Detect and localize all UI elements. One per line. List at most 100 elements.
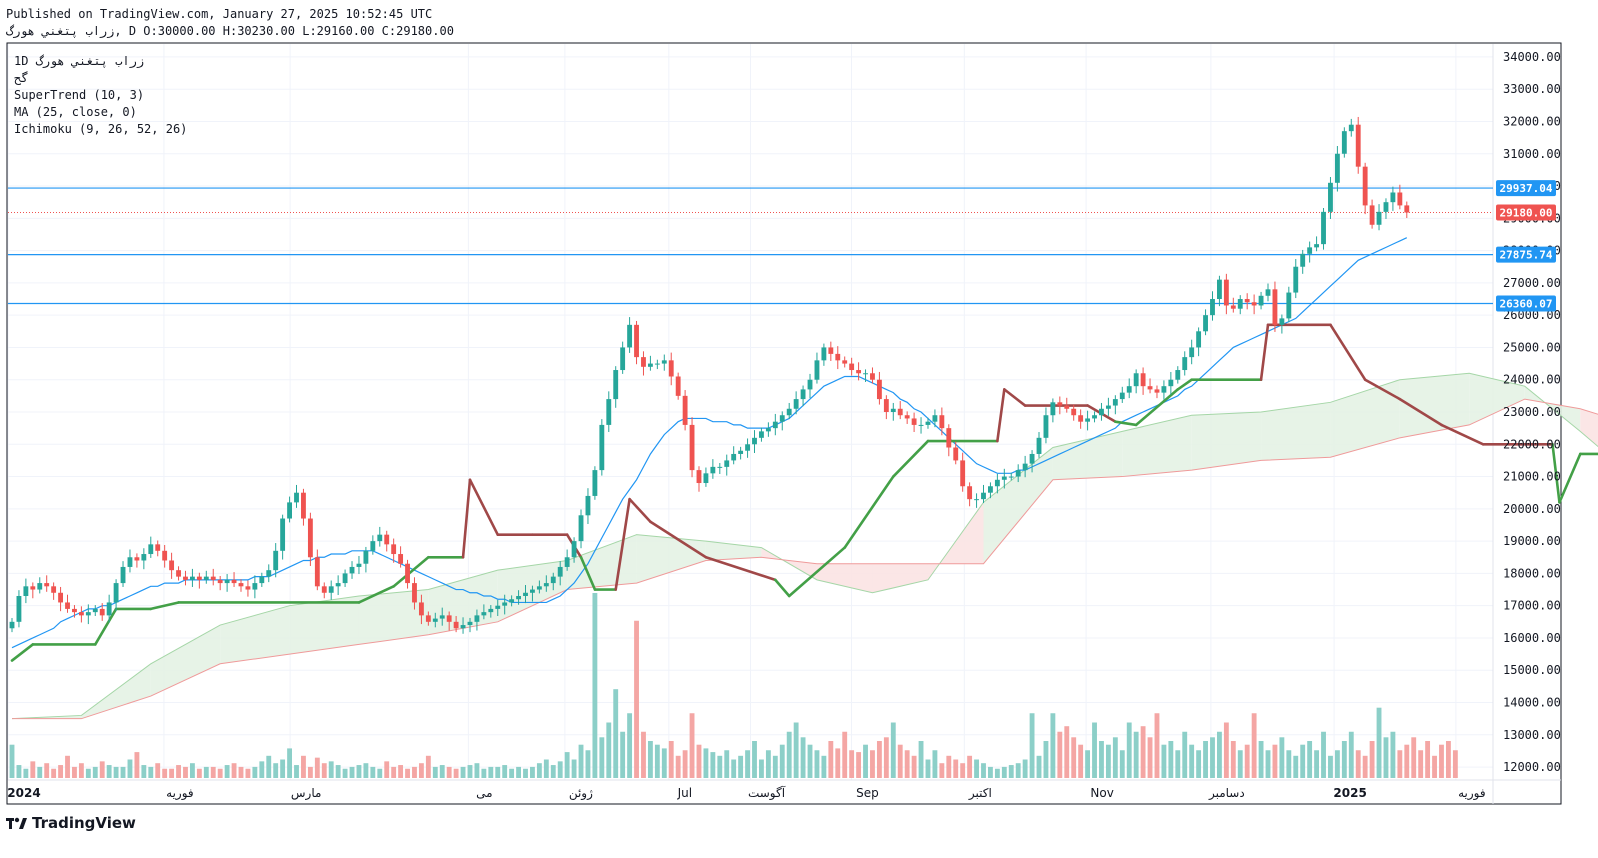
candle: [412, 577, 417, 610]
candle-body: [162, 550, 168, 561]
legend-ma[interactable]: MA (25, close, 0): [14, 105, 137, 119]
candle: [1050, 398, 1056, 423]
candle: [141, 548, 147, 570]
candle: [1237, 295, 1243, 315]
candle-body: [37, 583, 43, 590]
volume-bar: [266, 755, 272, 778]
candle-body: [259, 576, 265, 584]
candle: [328, 580, 334, 600]
candle: [210, 568, 216, 586]
volume-bar: [967, 755, 973, 778]
volume-bar: [439, 765, 445, 778]
candle-body: [1036, 437, 1042, 454]
candle-body: [141, 554, 147, 561]
candle-body: [1161, 386, 1167, 393]
volume-bar: [1265, 750, 1271, 778]
candle: [1064, 397, 1070, 413]
volume-bar: [599, 737, 605, 778]
price-tick-label: 16000.00: [1503, 631, 1561, 645]
volume-bar: [1099, 741, 1104, 778]
volume-bar: [1071, 737, 1077, 778]
volume-bar: [23, 768, 29, 778]
candle-body: [828, 347, 834, 354]
volume-bar: [1092, 722, 1097, 778]
candle-body: [1001, 476, 1007, 480]
price-label-text: 29180.00: [1500, 207, 1553, 220]
candle-body: [876, 379, 882, 400]
candle-body: [148, 544, 154, 555]
candle: [1300, 249, 1306, 274]
candle-body: [1217, 279, 1222, 300]
volume-bar: [460, 766, 466, 778]
volume-bar: [1411, 737, 1417, 778]
candle: [1119, 386, 1125, 403]
volume-bar: [203, 766, 209, 778]
volume-bar: [543, 759, 549, 778]
candle: [37, 577, 43, 594]
candle-body: [863, 373, 868, 375]
candle: [953, 441, 959, 465]
volume-bar: [412, 766, 417, 778]
price-tick-label: 33000.00: [1503, 82, 1561, 96]
supertrend-segment: [614, 497, 631, 591]
candle-body: [953, 447, 959, 461]
candle: [1404, 201, 1410, 218]
candle-body: [481, 612, 487, 616]
volume-bar: [189, 763, 195, 778]
volume-bar: [536, 763, 542, 778]
volume-bar: [72, 766, 77, 778]
candle-body: [1307, 247, 1313, 254]
candle: [1223, 273, 1229, 315]
price-tick-label: 22000.00: [1503, 437, 1561, 451]
candle-body: [1244, 299, 1250, 303]
candle-body: [106, 602, 112, 616]
candle-body: [1390, 192, 1396, 203]
candle: [516, 590, 521, 605]
volume-bar: [1293, 755, 1299, 778]
volume-bar: [772, 755, 778, 778]
candle-body: [113, 583, 119, 603]
candle-body: [1057, 402, 1063, 406]
candle-body: [30, 586, 36, 590]
candle-body: [495, 605, 501, 609]
candle-body: [176, 570, 181, 577]
candle: [745, 438, 750, 458]
supertrend-segment: [93, 607, 118, 646]
candle-body: [51, 586, 57, 593]
candle-body: [911, 418, 917, 425]
volume-bar: [724, 750, 730, 778]
candle: [946, 424, 952, 457]
legend-ichimoku[interactable]: Ichimoku (9, 26, 52, 26): [14, 122, 188, 136]
candle: [870, 367, 875, 384]
candle: [557, 561, 563, 586]
price-label: 29937.04: [1496, 180, 1556, 197]
candle: [1161, 380, 1167, 400]
candle: [772, 413, 778, 436]
candle: [1369, 199, 1375, 229]
legend-supertrend[interactable]: SuperTrend (10, 3): [14, 88, 145, 102]
candle: [1279, 314, 1285, 334]
candle-body: [786, 408, 792, 416]
volume-bar: [92, 766, 98, 778]
cloud-segment: [289, 596, 359, 655]
candle: [509, 595, 515, 607]
volume-bar: [530, 766, 535, 778]
candle-body: [765, 428, 771, 432]
candle: [1140, 367, 1146, 395]
volume-bar: [682, 750, 688, 778]
candle-body: [398, 554, 404, 564]
price-label-box: [1496, 295, 1556, 312]
volume-bar: [641, 731, 646, 778]
candle-body: [1196, 331, 1202, 348]
candle: [863, 369, 868, 382]
cloud-span-b: [12, 398, 1598, 720]
tradingview-logo[interactable]: TradingView: [6, 814, 136, 832]
candle: [717, 463, 723, 474]
candle-body: [710, 466, 716, 474]
time-tick-label: دسامبر: [1208, 786, 1245, 801]
cloud-segment: [1261, 402, 1331, 461]
candle-body: [1397, 192, 1403, 206]
candle-body: [377, 534, 383, 542]
volume-bar: [418, 763, 424, 778]
